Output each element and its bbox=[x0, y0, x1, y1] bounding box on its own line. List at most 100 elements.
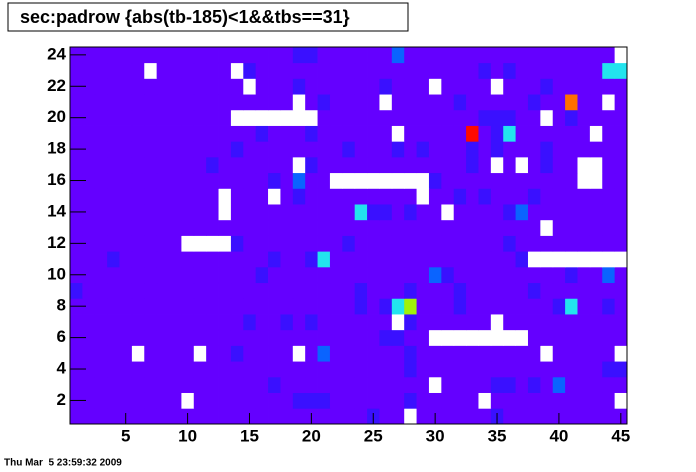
cell bbox=[416, 109, 430, 126]
cell bbox=[478, 282, 492, 299]
cell bbox=[589, 329, 603, 346]
cell bbox=[94, 251, 108, 268]
cell bbox=[552, 109, 566, 126]
cell bbox=[268, 94, 281, 111]
cell bbox=[478, 298, 492, 315]
cell bbox=[94, 172, 108, 189]
cell bbox=[181, 172, 195, 189]
cell bbox=[94, 78, 108, 95]
cell bbox=[329, 204, 343, 221]
cell bbox=[379, 282, 393, 299]
y-tick-label: 18 bbox=[47, 139, 66, 158]
cell bbox=[614, 235, 628, 252]
cell bbox=[169, 329, 182, 346]
cell bbox=[466, 62, 479, 79]
cell bbox=[540, 47, 554, 64]
cell bbox=[503, 345, 516, 362]
cell bbox=[453, 172, 467, 189]
cell bbox=[193, 109, 207, 126]
cell bbox=[614, 329, 628, 346]
cell bbox=[589, 78, 603, 95]
cell bbox=[70, 156, 83, 174]
cell bbox=[614, 141, 628, 158]
cell bbox=[428, 266, 442, 284]
cell bbox=[82, 141, 96, 158]
cell bbox=[230, 125, 244, 142]
cell bbox=[292, 62, 306, 79]
cell bbox=[305, 141, 318, 158]
cell bbox=[144, 188, 158, 205]
cell bbox=[367, 298, 380, 315]
cell bbox=[342, 78, 356, 95]
cell bbox=[317, 125, 331, 142]
cell bbox=[169, 188, 182, 205]
cell bbox=[527, 204, 541, 221]
cell bbox=[218, 219, 232, 236]
cell bbox=[428, 172, 442, 189]
cell bbox=[589, 376, 603, 393]
cell bbox=[342, 62, 356, 79]
cell bbox=[466, 314, 479, 331]
cell bbox=[428, 125, 442, 142]
cell bbox=[193, 219, 207, 236]
cell bbox=[119, 392, 133, 409]
cell bbox=[119, 47, 133, 64]
cell bbox=[329, 251, 343, 268]
cell bbox=[515, 94, 529, 111]
cell bbox=[292, 219, 306, 236]
cell bbox=[280, 408, 294, 425]
cell bbox=[169, 361, 182, 378]
cell bbox=[367, 361, 380, 378]
cell bbox=[391, 329, 405, 346]
cell bbox=[181, 94, 195, 111]
cell bbox=[206, 361, 219, 378]
cell bbox=[577, 361, 591, 378]
cell bbox=[565, 78, 578, 95]
cell bbox=[305, 361, 318, 378]
cell bbox=[206, 298, 219, 315]
cell bbox=[280, 188, 294, 205]
cell bbox=[552, 141, 566, 158]
cell bbox=[305, 282, 318, 299]
cell bbox=[453, 408, 467, 425]
cell bbox=[342, 125, 356, 142]
cell bbox=[280, 345, 294, 362]
cell bbox=[404, 298, 417, 315]
cell bbox=[478, 156, 492, 174]
cell bbox=[230, 298, 244, 315]
cell bbox=[243, 361, 257, 378]
cell bbox=[354, 361, 368, 378]
cell bbox=[156, 204, 170, 221]
cell bbox=[552, 94, 566, 111]
cell bbox=[490, 172, 504, 189]
cell bbox=[119, 204, 133, 221]
cell bbox=[255, 156, 269, 174]
cell bbox=[391, 188, 405, 205]
cell bbox=[428, 109, 442, 126]
cell bbox=[466, 376, 479, 393]
cell bbox=[280, 392, 294, 409]
cell bbox=[193, 345, 207, 362]
cell bbox=[119, 94, 133, 111]
cell bbox=[206, 282, 219, 299]
cell bbox=[354, 172, 368, 189]
cell bbox=[218, 62, 232, 79]
cell bbox=[144, 94, 158, 111]
cell bbox=[540, 125, 554, 142]
cell bbox=[230, 266, 244, 284]
cell bbox=[527, 251, 541, 268]
cell bbox=[206, 408, 219, 425]
cell bbox=[565, 204, 578, 221]
cell bbox=[379, 376, 393, 393]
cell bbox=[515, 345, 529, 362]
cell bbox=[131, 156, 145, 174]
cell bbox=[379, 392, 393, 409]
cell bbox=[280, 47, 294, 64]
cell bbox=[268, 156, 281, 174]
cell bbox=[206, 235, 219, 252]
cell bbox=[466, 298, 479, 315]
cell bbox=[292, 109, 306, 126]
cell bbox=[206, 172, 219, 189]
cell bbox=[490, 235, 504, 252]
cell bbox=[614, 345, 628, 362]
